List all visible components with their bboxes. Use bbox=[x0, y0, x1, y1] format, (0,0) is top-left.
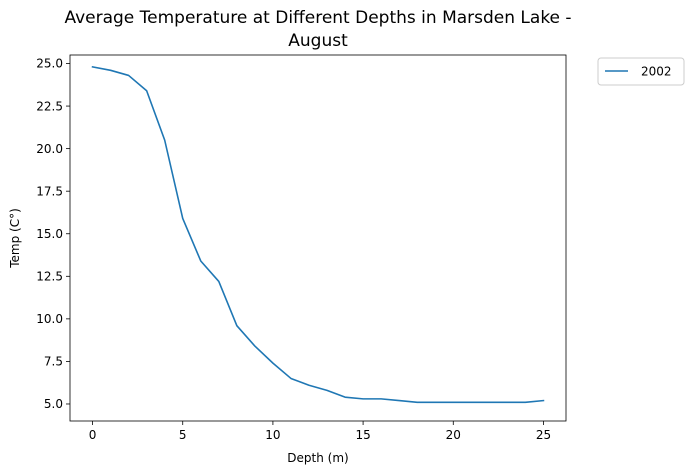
y-tick-label: 20.0 bbox=[36, 142, 63, 156]
series-layer bbox=[91, 65, 545, 404]
x-tick-label: 0 bbox=[89, 428, 97, 442]
plot-area: 0 5 10 15 20 25 5.0 7.5 10.0 12.5 15.0 17.5 20.0 22.… bbox=[36, 54, 567, 442]
legend-label-2002: 2002 bbox=[641, 65, 672, 79]
legend-frame bbox=[597, 57, 685, 86]
x-tick-label: 20 bbox=[446, 428, 461, 442]
y-tick-label: 10.0 bbox=[36, 312, 63, 326]
y-tick-label: 17.5 bbox=[36, 184, 63, 198]
y-tick-label: 5.0 bbox=[44, 397, 63, 411]
y-tick-label: 12.5 bbox=[36, 270, 63, 284]
legend: 2002 bbox=[597, 57, 685, 86]
x-axis-ticks: 0 5 10 15 20 25 bbox=[89, 421, 551, 442]
y-tick-label: 22.5 bbox=[36, 99, 63, 113]
x-axis-label: Depth (m) bbox=[287, 451, 348, 465]
x-tick-label: 15 bbox=[355, 428, 370, 442]
plot-frame bbox=[69, 54, 567, 422]
chart-title-line-1: Average Temperature at Different Depths … bbox=[64, 8, 571, 28]
x-tick-label: 10 bbox=[265, 428, 280, 442]
chart-title-line-2: August bbox=[288, 31, 348, 51]
y-axis-ticks: 5.0 7.5 10.0 12.5 15.0 17.5 20.0 22.5 25.0 bbox=[36, 57, 70, 411]
series-line-2002 bbox=[91, 65, 545, 404]
x-tick-label: 5 bbox=[179, 428, 187, 442]
y-tick-label: 25.0 bbox=[36, 57, 63, 71]
x-tick-label: 25 bbox=[536, 428, 551, 442]
y-tick-label: 15.0 bbox=[36, 227, 63, 241]
y-axis-label: Temp (C°) bbox=[8, 208, 22, 269]
y-tick-label: 7.5 bbox=[44, 355, 63, 369]
